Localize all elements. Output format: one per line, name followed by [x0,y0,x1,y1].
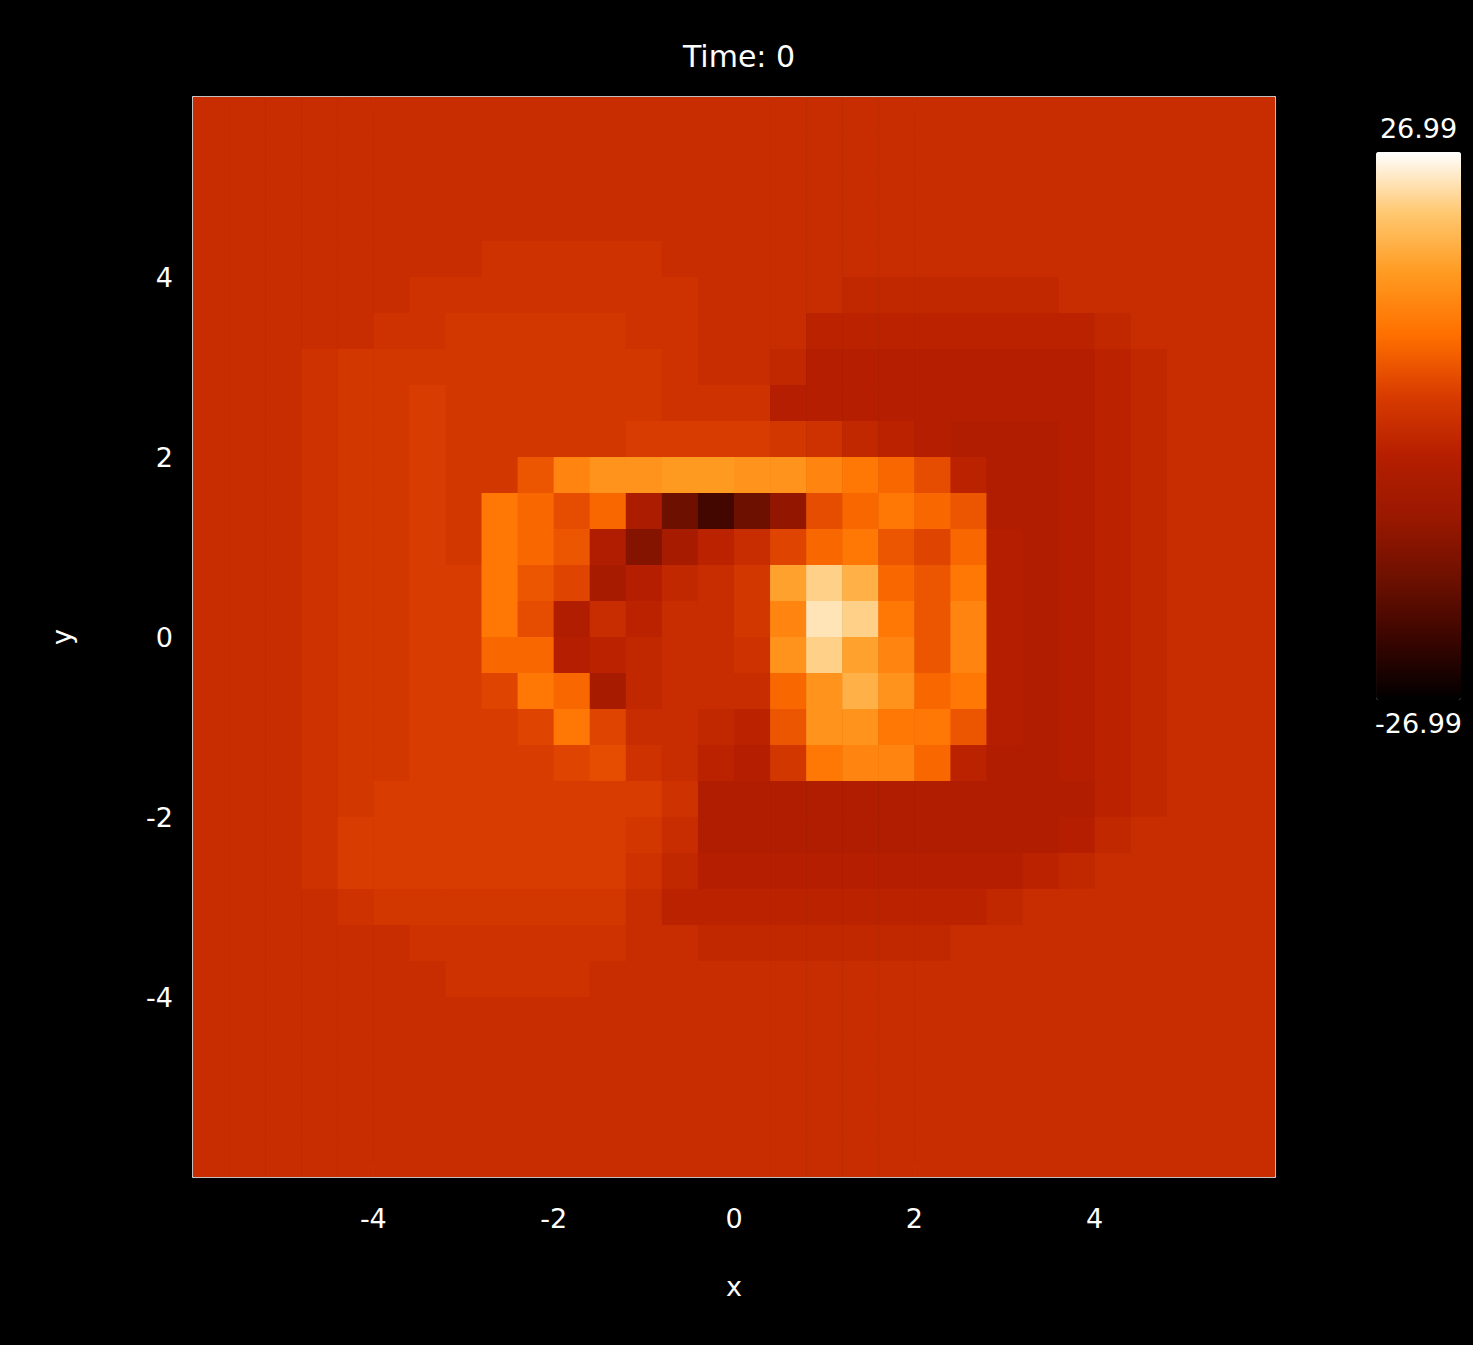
svg-text:-4: -4 [360,1203,387,1234]
svg-text:-2: -2 [540,1203,567,1234]
svg-text:2: 2 [156,442,173,473]
svg-text:0: 0 [156,622,173,653]
svg-text:-2: -2 [146,802,173,833]
svg-text:4: 4 [156,262,173,293]
svg-text:2: 2 [906,1203,923,1234]
svg-text:-26.99: -26.99 [1375,708,1462,739]
svg-text:-4: -4 [146,982,173,1013]
svg-text:4: 4 [1086,1203,1103,1234]
svg-text:y: y [46,629,77,645]
svg-text:x: x [726,1271,742,1302]
svg-text:0: 0 [725,1203,742,1234]
svg-text:26.99: 26.99 [1380,113,1457,144]
svg-text:Time: 0: Time: 0 [682,39,795,74]
